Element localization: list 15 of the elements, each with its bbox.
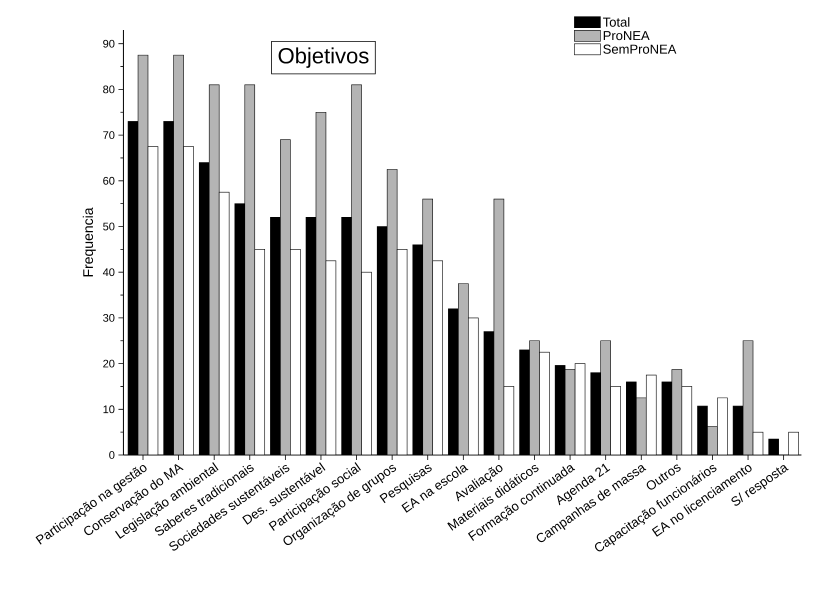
- y-tick-label: 80: [103, 86, 114, 94]
- y-tick-label: 20: [103, 360, 114, 368]
- y-axis-title: Frequencia: [82, 207, 96, 276]
- y-tick-label: 50: [103, 222, 114, 230]
- y-tick-label: 90: [103, 40, 114, 48]
- y-tick-label: 0: [109, 451, 114, 459]
- legend-label: ProNEA: [604, 31, 650, 40]
- legend-label: Total: [603, 17, 630, 27]
- y-tick-label: 40: [102, 268, 114, 276]
- y-tick-label: 60: [103, 176, 114, 185]
- legend-label: SemProNEA: [603, 44, 676, 54]
- text: Objetivos: [278, 47, 368, 68]
- y-tick-label: 30: [103, 314, 114, 322]
- y-tick-label: 10: [103, 405, 114, 414]
- y-tick-label: 70: [103, 131, 114, 139]
